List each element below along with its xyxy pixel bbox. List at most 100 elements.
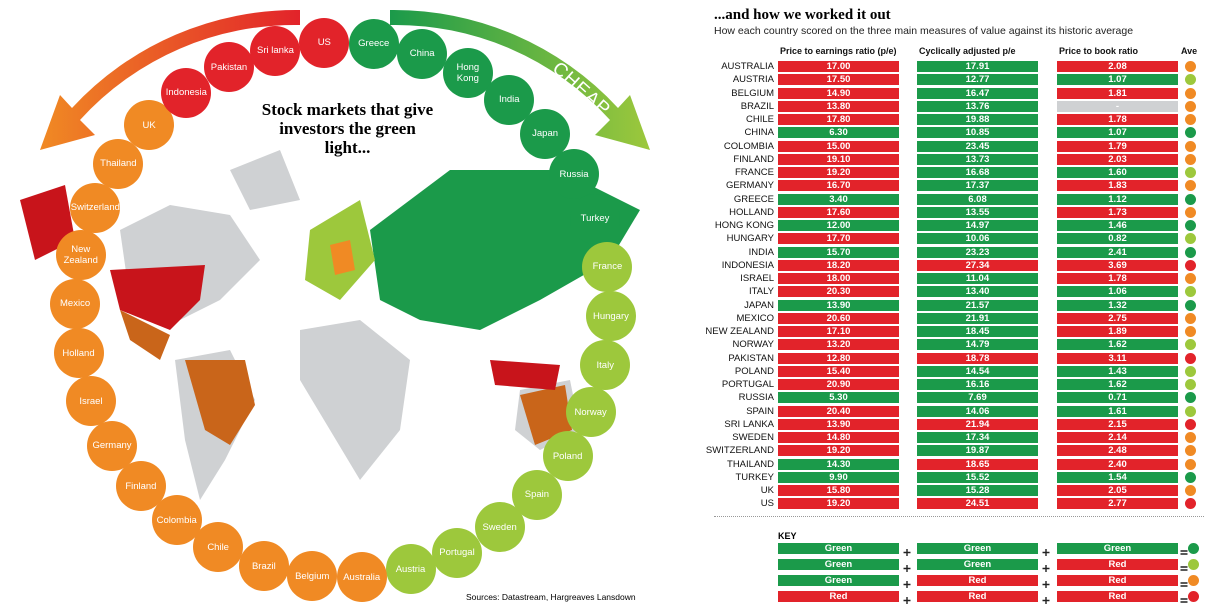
- pb-cell: 1.73: [1057, 206, 1178, 218]
- country-name: INDIA: [748, 246, 774, 258]
- pb-cell: 0.82: [1057, 233, 1178, 245]
- pb-cell: 1.78: [1057, 273, 1178, 284]
- country-bubble: Israel: [65, 376, 116, 427]
- cape-cell: 15.28: [917, 485, 1038, 496]
- average-dot: [1185, 339, 1196, 351]
- pb-cell: 1.46: [1057, 220, 1178, 231]
- key-result-dot: [1188, 575, 1199, 586]
- pe-cell: 20.60: [778, 312, 899, 324]
- average-dot: [1185, 233, 1196, 245]
- pb-cell: 1.43: [1057, 365, 1178, 377]
- country-name: GREECE: [733, 193, 774, 205]
- pe-cell: 20.90: [778, 379, 899, 390]
- country-bubble: Japan: [520, 108, 571, 159]
- country-bubble: Mexico: [50, 278, 101, 329]
- average-dot: [1185, 193, 1196, 205]
- average-dot: [1185, 100, 1196, 112]
- country-bubble: Holland: [53, 328, 104, 379]
- average-dot: [1185, 379, 1196, 390]
- country-name: HOLLAND: [729, 206, 774, 218]
- pe-cell: 12.80: [778, 352, 899, 364]
- plus-sign: [1042, 560, 1050, 572]
- cape-cell: 10.85: [917, 127, 1038, 139]
- country-bubble: Austria: [385, 544, 436, 595]
- pb-cell: 2.08: [1057, 61, 1178, 72]
- pe-cell: 13.20: [778, 339, 899, 351]
- country-bubble: Germany: [87, 420, 137, 471]
- pb-cell: 1.07: [1057, 127, 1178, 139]
- left-title: Stock markets that give investors the gr…: [261, 100, 434, 157]
- pb-cell: 2.15: [1057, 418, 1178, 430]
- average-dot: [1185, 153, 1196, 165]
- mexico: [120, 310, 170, 360]
- pe-cell: 13.90: [778, 418, 899, 430]
- cape-cell: 13.40: [917, 286, 1038, 298]
- pe-cell: 17.60: [778, 206, 899, 218]
- equals-sign: [1180, 592, 1188, 603]
- pe-cell: 15.70: [778, 246, 899, 258]
- key-cell: Green: [917, 543, 1038, 554]
- country-bubble: US: [299, 17, 350, 68]
- average-dot: [1185, 445, 1196, 457]
- pb-cell: 1.81: [1057, 87, 1178, 99]
- average-dot: [1185, 61, 1196, 72]
- pe-cell: 20.40: [778, 405, 899, 417]
- key-cell: Red: [1057, 591, 1178, 602]
- country-name: POLAND: [734, 365, 774, 377]
- cape-cell: 18.78: [917, 352, 1038, 364]
- country-name: SRI LANKA: [724, 418, 774, 430]
- key-result-dot: [1188, 591, 1199, 602]
- country-bubble: Colombia: [151, 495, 202, 546]
- pe-cell: 9.90: [778, 471, 899, 483]
- plus-sign: [1042, 592, 1050, 604]
- pb-cell: 1.12: [1057, 193, 1178, 205]
- cape-cell: 19.87: [917, 445, 1038, 457]
- average-dot: [1185, 432, 1196, 443]
- country-name: SWITZERLAND: [705, 445, 774, 457]
- key-title: KEY: [778, 531, 797, 541]
- pb-cell: 2.03: [1057, 153, 1178, 165]
- country-name: SPAIN: [746, 405, 774, 417]
- pb-cell: 3.69: [1057, 259, 1178, 271]
- country-bubble: Hong Kong: [442, 47, 493, 98]
- average-dot: [1185, 485, 1196, 496]
- country-bubble: Sri lanka: [250, 25, 301, 76]
- pb-cell: 2.40: [1057, 458, 1178, 470]
- average-dot: [1185, 140, 1196, 152]
- plus-sign: [1042, 576, 1050, 588]
- country-bubble: Greece: [348, 18, 399, 69]
- pe-cell: 20.30: [778, 286, 899, 298]
- equals-sign: [1180, 576, 1188, 587]
- country-name: ISRAEL: [740, 273, 774, 284]
- key-cell: Red: [1057, 575, 1178, 586]
- pb-cell: 2.48: [1057, 445, 1178, 457]
- pb-cell: 1.83: [1057, 180, 1178, 192]
- table-subtitle: How each country scored on the three mai…: [714, 25, 1134, 37]
- country-name: INDONESIA: [721, 259, 774, 271]
- country-name: FINLAND: [733, 153, 774, 165]
- pe-cell: 13.90: [778, 299, 899, 311]
- expensive-arrow: [40, 9, 300, 150]
- pb-cell: 1.32: [1057, 299, 1178, 311]
- cape-cell: 23.45: [917, 140, 1038, 152]
- country-bubble: China: [397, 28, 448, 79]
- plus-sign: [903, 544, 911, 556]
- country-bubble: Portugal: [432, 527, 482, 578]
- pe-cell: 15.80: [778, 485, 899, 496]
- country-name: MEXICO: [736, 312, 774, 324]
- average-dot: [1185, 299, 1196, 311]
- country-name: AUSTRIA: [732, 74, 774, 86]
- average-dot: [1185, 392, 1196, 404]
- cape-cell: 18.45: [917, 326, 1038, 337]
- cape-cell: 21.94: [917, 418, 1038, 430]
- sources: Sources: Datastream, Hargreaves Lansdown: [466, 592, 636, 602]
- column-header: Price to book ratio: [1059, 46, 1139, 56]
- pb-cell: 2.77: [1057, 498, 1178, 510]
- cape-cell: 6.08: [917, 193, 1038, 205]
- pe-cell: 17.70: [778, 233, 899, 245]
- average-dot: [1185, 180, 1196, 192]
- australia: [520, 385, 572, 445]
- pe-cell: 16.70: [778, 180, 899, 192]
- pe-cell: 17.80: [778, 114, 899, 125]
- key-cell: Red: [1057, 559, 1178, 570]
